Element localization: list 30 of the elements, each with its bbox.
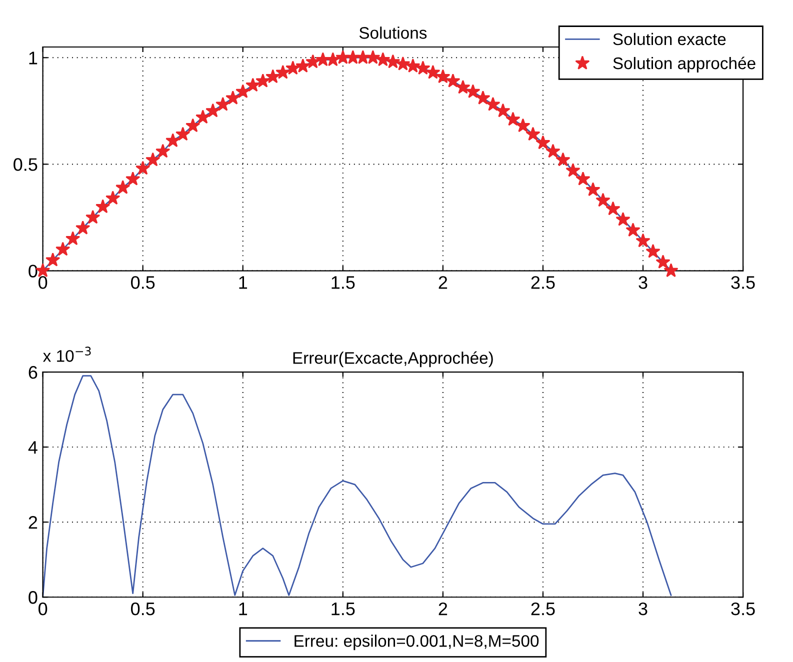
x-tick-label: 2 xyxy=(438,276,448,289)
x-tick-label: 2.5 xyxy=(531,276,555,289)
x-tick-label: 3 xyxy=(638,602,648,616)
x-tick-label: 2 xyxy=(438,602,448,616)
y-tick-label: 1 xyxy=(29,52,38,64)
legend-label: Erreu: epsilon=0.001,N=8,M=500 xyxy=(294,634,539,650)
x-tick-label: 3.5 xyxy=(731,276,755,289)
chart-title: Solutions xyxy=(359,26,427,39)
y-tick-label: 0.5 xyxy=(14,158,38,171)
chart-title: Erreur(Excacte,Approchée) xyxy=(293,351,493,368)
y-tick-label: 6 xyxy=(28,366,38,379)
x-tick-label: 3.5 xyxy=(731,602,755,616)
y-tick-label: 0 xyxy=(28,264,38,278)
y-tick-label: 0 xyxy=(28,591,38,604)
y-tick-label: 4 xyxy=(28,441,38,454)
x-tick-label: 1.5 xyxy=(332,276,355,289)
line-series xyxy=(42,375,672,598)
x-tick-label: 0 xyxy=(38,276,48,289)
x-tick-label: 2.5 xyxy=(531,602,555,616)
text: x 10$^{−3}$ xyxy=(43,346,91,362)
x-tick-label: 1 xyxy=(239,602,248,616)
y-tick-label: 2 xyxy=(28,516,38,529)
x-tick-label: 0.5 xyxy=(131,602,155,616)
x-tick-label: 3 xyxy=(638,276,648,289)
legend-label: Solution exacte xyxy=(613,32,726,46)
x-tick-label: 1.5 xyxy=(332,602,355,616)
x-tick-label: 1 xyxy=(239,276,248,289)
x-tick-label: 0 xyxy=(38,602,48,616)
legend-label: Solution approchée xyxy=(613,56,756,73)
x-tick-label: 0.5 xyxy=(131,276,155,289)
